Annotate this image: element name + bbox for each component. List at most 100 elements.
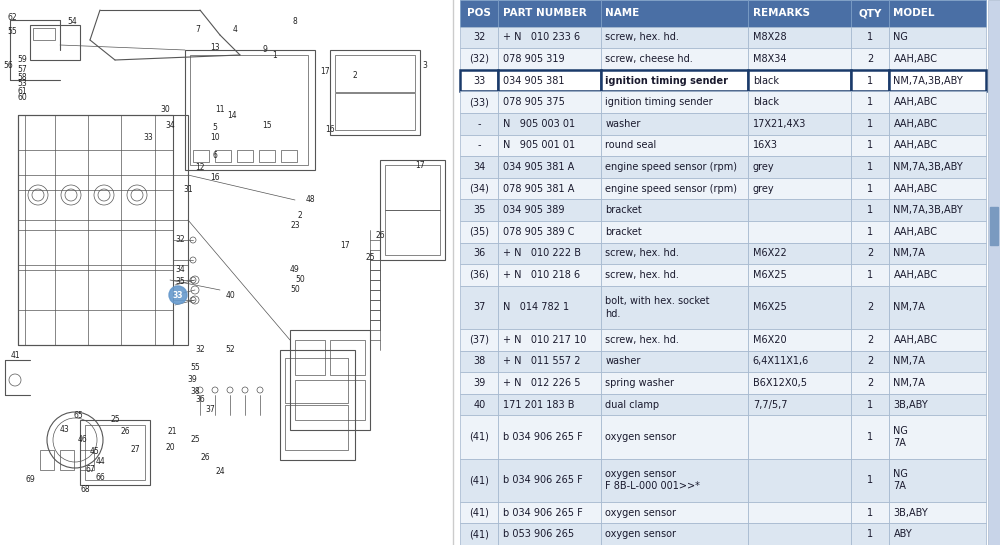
Text: N   905 001 01: N 905 001 01 — [503, 141, 575, 150]
Text: 078 905 319: 078 905 319 — [503, 54, 564, 64]
Bar — [889, 523, 986, 545]
Text: 34: 34 — [473, 162, 485, 172]
Bar — [601, 92, 748, 113]
Bar — [748, 350, 851, 372]
Text: 32: 32 — [195, 346, 205, 354]
Bar — [851, 27, 889, 48]
Text: REMARKS: REMARKS — [753, 8, 810, 19]
Bar — [498, 264, 601, 286]
Bar — [460, 48, 498, 70]
Text: bolt, with hex. socket
hd.: bolt, with hex. socket hd. — [605, 296, 710, 319]
Bar — [190, 55, 308, 165]
Bar — [601, 243, 748, 264]
Bar — [460, 286, 498, 329]
Text: 48: 48 — [305, 196, 315, 204]
Bar — [498, 199, 601, 221]
Bar — [601, 221, 748, 243]
Text: 33: 33 — [473, 76, 485, 86]
Text: oxygen sensor: oxygen sensor — [605, 507, 676, 518]
Bar — [18, 115, 188, 345]
Bar — [460, 458, 498, 502]
Bar — [498, 27, 601, 48]
Bar — [851, 415, 889, 458]
Bar — [601, 329, 748, 350]
Text: 3: 3 — [423, 60, 427, 70]
Text: NM,7A: NM,7A — [893, 356, 925, 366]
Bar — [335, 55, 415, 92]
Text: bracket: bracket — [605, 205, 642, 215]
Bar — [601, 178, 748, 199]
Text: round seal: round seal — [605, 141, 657, 150]
Text: 24: 24 — [215, 468, 225, 476]
Text: engine speed sensor (rpm): engine speed sensor (rpm) — [605, 162, 737, 172]
Bar — [851, 502, 889, 523]
Bar — [460, 264, 498, 286]
Bar — [460, 415, 498, 458]
Bar — [498, 221, 601, 243]
Text: 1: 1 — [867, 97, 873, 107]
Text: 66: 66 — [95, 474, 105, 482]
Bar — [460, 92, 498, 113]
Text: 12: 12 — [195, 164, 205, 173]
Bar — [889, 0, 986, 27]
Text: (41): (41) — [469, 507, 489, 518]
Bar — [748, 48, 851, 70]
Text: 34: 34 — [175, 265, 185, 275]
Text: 40: 40 — [473, 399, 485, 410]
Text: M6X20: M6X20 — [753, 335, 786, 345]
Text: 16: 16 — [210, 173, 220, 183]
Text: 2: 2 — [298, 210, 302, 220]
Text: 61: 61 — [17, 87, 27, 95]
Text: NM,7A,3B,ABY: NM,7A,3B,ABY — [893, 76, 963, 86]
Text: ignition timing sender: ignition timing sender — [605, 97, 713, 107]
Text: M8X34: M8X34 — [753, 54, 786, 64]
Bar — [193, 150, 209, 162]
Text: 17: 17 — [415, 160, 425, 169]
Bar — [889, 350, 986, 372]
Text: 171 201 183 B: 171 201 183 B — [503, 399, 574, 410]
Text: black: black — [753, 76, 779, 86]
Bar — [851, 523, 889, 545]
Text: ignition timing sender: ignition timing sender — [605, 76, 728, 86]
Text: (32): (32) — [469, 54, 489, 64]
Bar — [601, 113, 748, 135]
Bar — [889, 329, 986, 350]
Text: oxygen sensor: oxygen sensor — [605, 432, 676, 442]
Bar — [460, 178, 498, 199]
Text: 38: 38 — [190, 387, 200, 397]
Bar — [851, 178, 889, 199]
Text: N   905 003 01: N 905 003 01 — [503, 119, 575, 129]
Text: washer: washer — [605, 356, 641, 366]
Bar — [601, 350, 748, 372]
Bar — [748, 221, 851, 243]
Text: 55: 55 — [190, 364, 200, 372]
Text: AAH,ABC: AAH,ABC — [893, 54, 937, 64]
Bar — [498, 92, 601, 113]
Bar — [601, 394, 748, 415]
Text: 59: 59 — [17, 56, 27, 64]
Bar — [460, 113, 498, 135]
Bar — [498, 243, 601, 264]
Bar — [40, 450, 54, 470]
Bar — [889, 221, 986, 243]
Text: 1: 1 — [867, 141, 873, 150]
Bar — [601, 156, 748, 178]
Text: washer: washer — [605, 119, 641, 129]
Text: NM,7A,3B,ABY: NM,7A,3B,ABY — [893, 162, 963, 172]
Bar — [385, 165, 440, 210]
Text: 2: 2 — [867, 249, 873, 258]
Bar — [748, 113, 851, 135]
Text: 034 905 381 A: 034 905 381 A — [503, 162, 574, 172]
Text: (41): (41) — [469, 529, 489, 539]
Bar — [498, 458, 601, 502]
Bar — [460, 394, 498, 415]
Text: 41: 41 — [10, 350, 20, 360]
Bar — [460, 523, 498, 545]
Bar — [601, 458, 748, 502]
Text: 078 905 389 C: 078 905 389 C — [503, 227, 574, 237]
Bar — [295, 380, 365, 420]
Bar — [889, 48, 986, 70]
Bar — [460, 502, 498, 523]
Bar — [889, 135, 986, 156]
Text: 52: 52 — [225, 346, 235, 354]
